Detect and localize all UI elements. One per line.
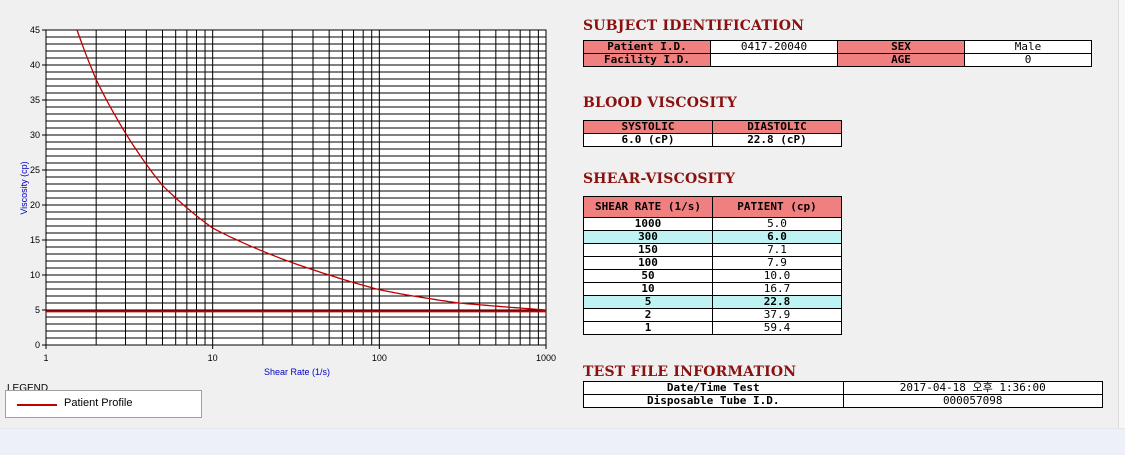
data-point bbox=[95, 78, 97, 81]
x-tick-label: 1 bbox=[43, 353, 48, 363]
y-tick-label: 45 bbox=[30, 25, 40, 35]
shear-rate-cell: 1000 bbox=[583, 217, 713, 231]
datetime-label: Date/Time Test bbox=[583, 381, 844, 395]
shear-rate-header: SHEAR RATE (1/s) bbox=[583, 196, 713, 218]
table-row: 1 59.4 bbox=[583, 321, 842, 335]
table-row: 5 22.8 bbox=[583, 295, 842, 309]
table-row: 100 7.9 bbox=[583, 256, 842, 270]
patient-value-cell: 10.0 bbox=[712, 269, 842, 283]
patient-header: PATIENT (cp) bbox=[712, 196, 842, 218]
data-point bbox=[545, 309, 546, 311]
tube-id-label: Disposable Tube I.D. bbox=[583, 394, 844, 408]
shear-rate-cell: 2 bbox=[583, 308, 713, 322]
y-tick-label: 40 bbox=[30, 60, 40, 70]
y-tick-label: 25 bbox=[30, 165, 40, 175]
patient-value-cell: 59.4 bbox=[712, 321, 842, 335]
y-tick-label: 15 bbox=[30, 235, 40, 245]
test-file-table: Date/Time Test 2017-04-18 오후 1:36:00 Dis… bbox=[583, 381, 1103, 408]
diastolic-label: DIASTOLIC bbox=[712, 120, 842, 134]
blood-viscosity-table: SYSTOLIC DIASTOLIC 6.0 (cP) 22.8 (cP) bbox=[583, 120, 842, 147]
shear-rate-cell: 150 bbox=[583, 243, 713, 257]
systolic-value: 6.0 (cP) bbox=[583, 133, 713, 147]
datetime-value: 2017-04-18 오후 1:36:00 bbox=[842, 381, 1103, 395]
report-panel: 0 5 10 15 20 25 30 35 40 45 1 10 100 1000 Shear Rate … bbox=[5, 0, 1125, 428]
age-value: 0 bbox=[964, 53, 1092, 67]
tube-id-value: 000057098 bbox=[842, 394, 1103, 408]
patient-id-value: 0417-20040 bbox=[710, 40, 838, 54]
patient-value-cell: 22.8 bbox=[712, 295, 842, 309]
table-row: 1000 5.0 bbox=[583, 217, 842, 231]
patient-value-cell: 37.9 bbox=[712, 308, 842, 322]
x-tick-label: 10 bbox=[208, 353, 218, 363]
blood-viscosity-title: BLOOD VISCOSITY bbox=[583, 95, 738, 111]
table-row: 10 16.7 bbox=[583, 282, 842, 296]
x-tick-label: 100 bbox=[372, 353, 387, 363]
legend-title: LEGEND bbox=[6, 383, 50, 394]
subject-title: SUBJECT IDENTIFICATION bbox=[583, 18, 805, 34]
status-bar bbox=[0, 428, 1125, 455]
y-tick-label: 30 bbox=[30, 130, 40, 140]
diastolic-value: 22.8 (cP) bbox=[712, 133, 842, 147]
table-row: 300 6.0 bbox=[583, 230, 842, 244]
age-label: AGE bbox=[837, 53, 965, 67]
data-point bbox=[407, 294, 410, 297]
data-point bbox=[378, 288, 381, 291]
shear-rate-cell: 300 bbox=[583, 230, 713, 244]
chart-grid bbox=[45, 29, 547, 346]
data-point bbox=[328, 274, 330, 276]
viscosity-chart: 0 5 10 15 20 25 30 35 40 45 1 10 100 1000 Shear Rate … bbox=[19, 25, 556, 377]
facility-id-value bbox=[710, 53, 838, 67]
x-axis-label: Shear Rate (1/s) bbox=[264, 367, 330, 377]
facility-id-label: Facility I.D. bbox=[583, 53, 711, 67]
y-tick-label: 35 bbox=[30, 95, 40, 105]
shear-rate-cell: 50 bbox=[583, 269, 713, 283]
y-tick-label: 20 bbox=[30, 200, 40, 210]
patient-value-cell: 5.0 bbox=[712, 217, 842, 231]
y-axis-label: Viscosity (cp) bbox=[19, 161, 29, 214]
shear-rate-cell: 10 bbox=[583, 282, 713, 296]
table-row: 50 10.0 bbox=[583, 269, 842, 283]
chart-series bbox=[46, 30, 546, 313]
patient-value-cell: 7.1 bbox=[712, 243, 842, 257]
chart-ticks: 0 5 10 15 20 25 30 35 40 45 1 10 100 1000 bbox=[30, 25, 556, 363]
subject-table: Patient I.D. 0417-20040 SEX Male Facilit… bbox=[583, 40, 1092, 67]
shear-rate-cell: 5 bbox=[583, 295, 713, 309]
scrollbar-edge[interactable] bbox=[1118, 0, 1125, 428]
shear-rate-cell: 1 bbox=[583, 321, 713, 335]
legend-entry-label: Patient Profile bbox=[64, 397, 133, 409]
plot-area bbox=[46, 30, 546, 345]
table-row: 150 7.1 bbox=[583, 243, 842, 257]
patient-value-cell: 7.9 bbox=[712, 256, 842, 270]
data-point bbox=[458, 302, 460, 304]
y-tick-label: 5 bbox=[35, 305, 40, 315]
test-file-title: TEST FILE INFORMATION bbox=[583, 364, 797, 380]
shear-viscosity-table: SHEAR RATE (1/s) PATIENT (cp) 1000 5.0 300… bbox=[583, 196, 842, 335]
patient-id-label: Patient I.D. bbox=[583, 40, 711, 54]
table-row: 2 37.9 bbox=[583, 308, 842, 322]
data-point bbox=[211, 227, 214, 229]
y-tick-label: 0 bbox=[35, 340, 40, 350]
y-tick-label: 10 bbox=[30, 270, 40, 280]
shear-rate-cell: 100 bbox=[583, 256, 713, 270]
shear-viscosity-title: SHEAR-VISCOSITY bbox=[583, 171, 736, 187]
sex-value: Male bbox=[964, 40, 1092, 54]
plot-border bbox=[45, 29, 547, 346]
x-tick-label: 1000 bbox=[536, 353, 556, 363]
patient-value-cell: 16.7 bbox=[712, 282, 842, 296]
legend-line-swatch bbox=[17, 404, 57, 406]
data-point bbox=[161, 184, 164, 187]
systolic-label: SYSTOLIC bbox=[583, 120, 713, 134]
sex-label: SEX bbox=[837, 40, 965, 54]
patient-value-cell: 6.0 bbox=[712, 230, 842, 244]
